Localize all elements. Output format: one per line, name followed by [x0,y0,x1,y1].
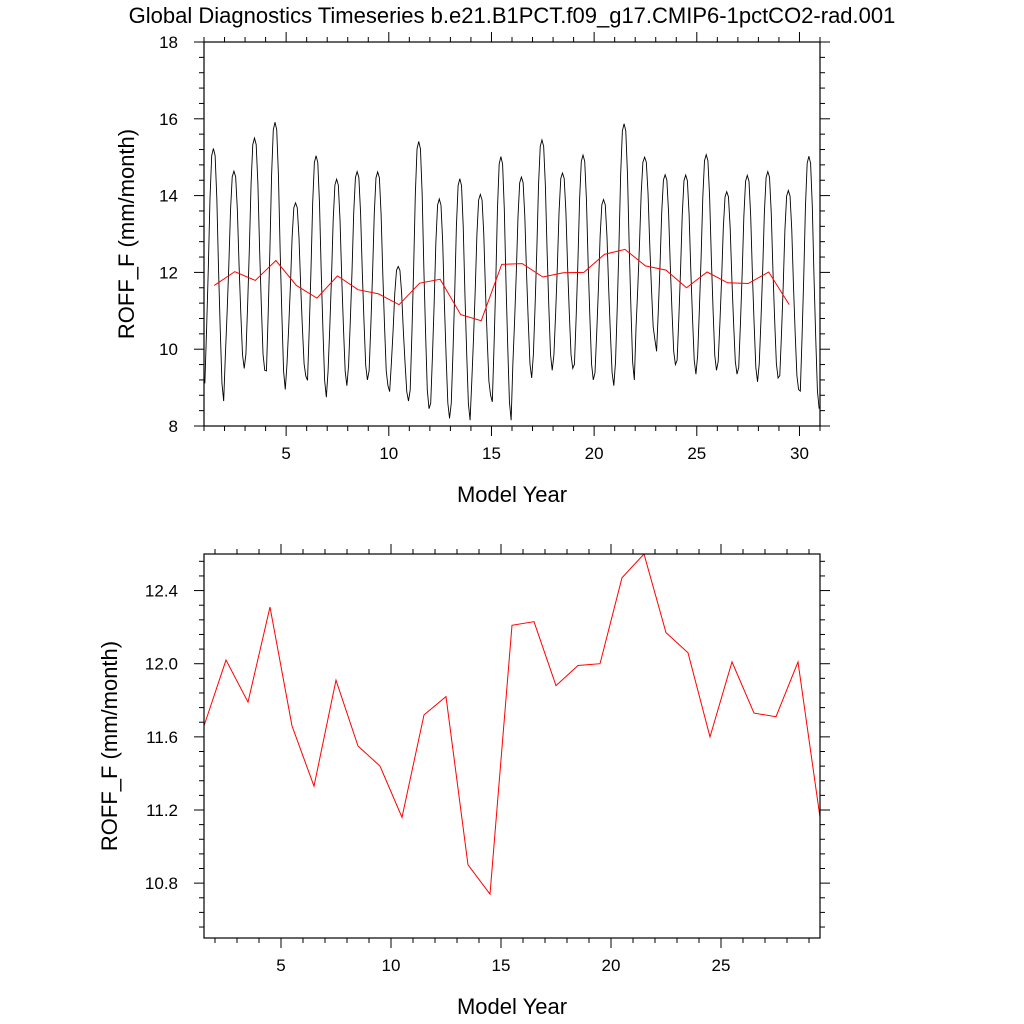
annual-mean-line [204,554,820,896]
x-tick-label: 25 [712,956,731,975]
y-tick-label: 14 [159,187,178,206]
x-tick-label: 30 [790,444,809,463]
x-axis-label: Model Year [457,994,567,1019]
x-axis-label: Model Year [457,482,567,507]
y-tick-label: 11.2 [146,801,178,820]
x-tick-label: 10 [379,444,398,463]
x-tick-label: 20 [602,956,621,975]
y-tick-label: 11.6 [146,728,178,747]
monthly-series-line [204,122,820,421]
x-tick-label: 10 [382,956,401,975]
x-tick-label: 5 [276,956,285,975]
x-tick-label: 5 [281,444,290,463]
y-axis-label: ROFF_F (mm/month) [114,129,139,339]
y-tick-label: 12.0 [145,655,178,674]
bottom-panel: 5 10 15 20 25 10.8 11.2 11.6 12.0 12.4 Model Year R… [97,544,830,1019]
plot-frame [203,41,821,427]
y-tick-label: 8 [169,417,178,436]
x-tick-label: 15 [482,444,501,463]
plot-frame [203,553,821,939]
y-axis-label: ROFF_F (mm/month) [97,641,122,851]
y-tick-label: 10 [159,340,178,359]
x-tick-label: 15 [492,956,511,975]
y-tick-label: 16 [159,110,178,129]
x-tick-label: 25 [687,444,706,463]
annual-mean-line [213,248,790,322]
figure-title: Global Diagnostics Timeseries b.e21.B1PC… [129,3,896,28]
x-tick-label: 20 [585,444,604,463]
top-panel: 5 10 15 20 25 30 8 10 12 14 16 18 Model Year ROFF_F (… [114,32,830,507]
y-tick-label: 10.8 [145,874,178,893]
y-tick-label: 12.4 [145,582,178,601]
y-tick-label: 18 [159,33,178,52]
y-tick-label: 12 [159,263,178,282]
